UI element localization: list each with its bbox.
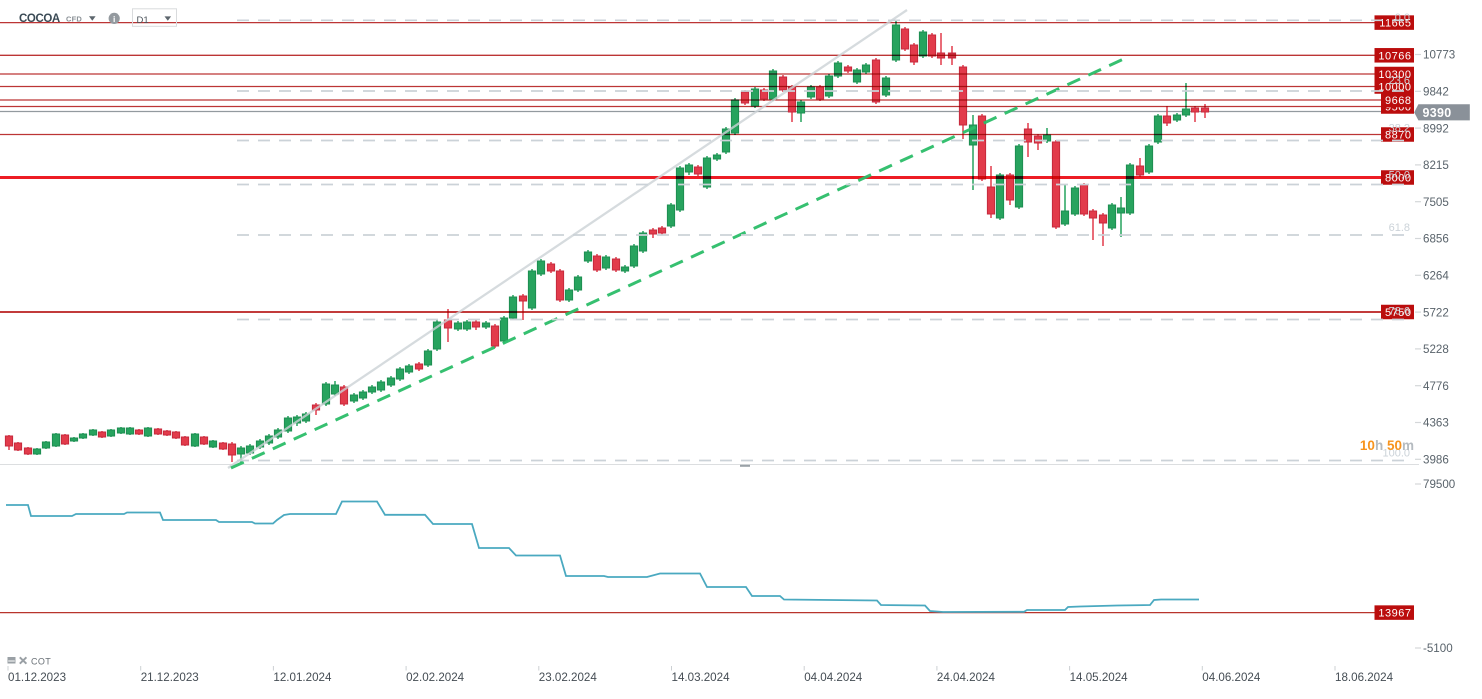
svg-text:21.12.2023: 21.12.2023 xyxy=(141,671,199,684)
svg-text:8992: 8992 xyxy=(1423,122,1449,135)
svg-text:04.04.2024: 04.04.2024 xyxy=(804,671,863,684)
svg-text:i: i xyxy=(113,14,115,24)
svg-text:38.2: 38.2 xyxy=(1389,123,1410,135)
svg-text:24.04.2024: 24.04.2024 xyxy=(937,671,996,684)
svg-text:23.02.2024: 23.02.2024 xyxy=(539,671,598,684)
svg-text:9842: 9842 xyxy=(1423,86,1449,99)
svg-text:7505: 7505 xyxy=(1423,196,1449,209)
svg-text:8870: 8870 xyxy=(1385,130,1411,142)
svg-text:4363: 4363 xyxy=(1423,417,1449,430)
svg-text:COT: COT xyxy=(31,657,51,667)
svg-text:-5100: -5100 xyxy=(1423,642,1453,655)
svg-text:9390: 9390 xyxy=(1423,106,1452,120)
svg-text:01.12.2023: 01.12.2023 xyxy=(8,671,66,684)
svg-text:D1: D1 xyxy=(137,15,149,26)
svg-text:8215: 8215 xyxy=(1423,159,1449,172)
svg-text:12.01.2024: 12.01.2024 xyxy=(273,671,332,684)
svg-text:4776: 4776 xyxy=(1423,380,1449,393)
svg-text:9668: 9668 xyxy=(1385,95,1411,107)
svg-text:3986: 3986 xyxy=(1423,454,1449,467)
svg-text:79500: 79500 xyxy=(1423,478,1455,491)
svg-text:18.06.2024: 18.06.2024 xyxy=(1335,671,1394,684)
svg-text:5722: 5722 xyxy=(1423,306,1449,319)
svg-text:04.06.2024: 04.06.2024 xyxy=(1202,671,1261,684)
svg-text:10773: 10773 xyxy=(1423,49,1455,62)
svg-text:02.02.2024: 02.02.2024 xyxy=(406,671,465,684)
svg-text:10766: 10766 xyxy=(1378,50,1411,62)
svg-text:50.0: 50.0 xyxy=(1389,170,1410,182)
svg-text:23.6: 23.6 xyxy=(1389,75,1410,87)
svg-text:CFD: CFD xyxy=(66,14,82,23)
svg-text:100.0: 100.0 xyxy=(1382,448,1410,460)
svg-text:8000: 8000 xyxy=(1385,173,1411,185)
svg-text:6264: 6264 xyxy=(1423,270,1449,283)
svg-text:61.8: 61.8 xyxy=(1389,222,1410,234)
svg-text:COCOA: COCOA xyxy=(19,13,60,25)
svg-text:5228: 5228 xyxy=(1423,343,1449,356)
svg-text:14.05.2024: 14.05.2024 xyxy=(1070,671,1129,684)
svg-text:6856: 6856 xyxy=(1423,233,1449,246)
svg-text:0.0: 0.0 xyxy=(1395,12,1410,24)
svg-text:10h 50m: 10h 50m xyxy=(1360,438,1414,453)
svg-text:5750: 5750 xyxy=(1385,307,1411,319)
svg-text:13967: 13967 xyxy=(1378,608,1411,620)
svg-text:14.03.2024: 14.03.2024 xyxy=(672,671,731,684)
svg-text:10300: 10300 xyxy=(1378,69,1411,81)
svg-text:78.6: 78.6 xyxy=(1389,306,1410,318)
